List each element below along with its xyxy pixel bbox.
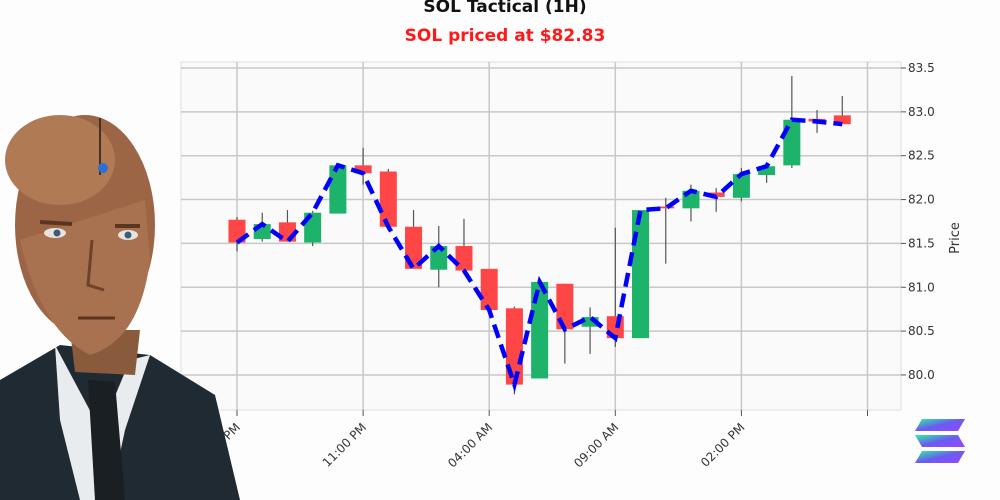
y-tick-labels: 80.0 80.5 81.0 81.5 82.0 82.5 83.0 83.5 [908, 61, 935, 382]
candle-body-down [455, 246, 473, 271]
close-price-line [235, 117, 843, 393]
x-tick-label: 02:00 PM [698, 420, 747, 469]
candle-body-down [379, 171, 397, 227]
y-tick-label: 80.5 [908, 324, 935, 338]
y-tick-label: 83.0 [908, 105, 935, 119]
candle-body-up [531, 281, 549, 379]
y-tick-label: 80.0 [908, 368, 935, 382]
y-tick-label: 81.0 [908, 280, 935, 294]
candle-body-down [833, 115, 851, 125]
y-tick-label: 83.5 [908, 61, 935, 75]
candle-body-up [632, 210, 650, 339]
y-tick-label: 81.5 [908, 236, 935, 250]
y-tick-label: 82.0 [908, 193, 935, 207]
candle-body-up [758, 166, 776, 175]
candle-body-down [354, 165, 372, 174]
chart-title: SOL Tactical (1H) [423, 0, 587, 17]
candle-body-up [732, 174, 750, 198]
candle-body-down [657, 206, 675, 209]
candle-body-up [581, 317, 599, 327]
chart-subtitle: SOL priced at $82.83 [404, 26, 606, 46]
candle-body-up [329, 165, 347, 214]
x-tick-label: 04:00 AM [445, 420, 495, 470]
solana-logo-icon [915, 419, 965, 463]
candle-body-down [480, 268, 498, 311]
android-figure-illustration [0, 115, 240, 500]
y-axis-label: Price [948, 222, 963, 254]
x-tick-label: 11:00 PM [320, 420, 369, 469]
y-tick-label: 82.5 [908, 149, 935, 163]
x-tick-label: 09:00 AM [571, 420, 621, 470]
